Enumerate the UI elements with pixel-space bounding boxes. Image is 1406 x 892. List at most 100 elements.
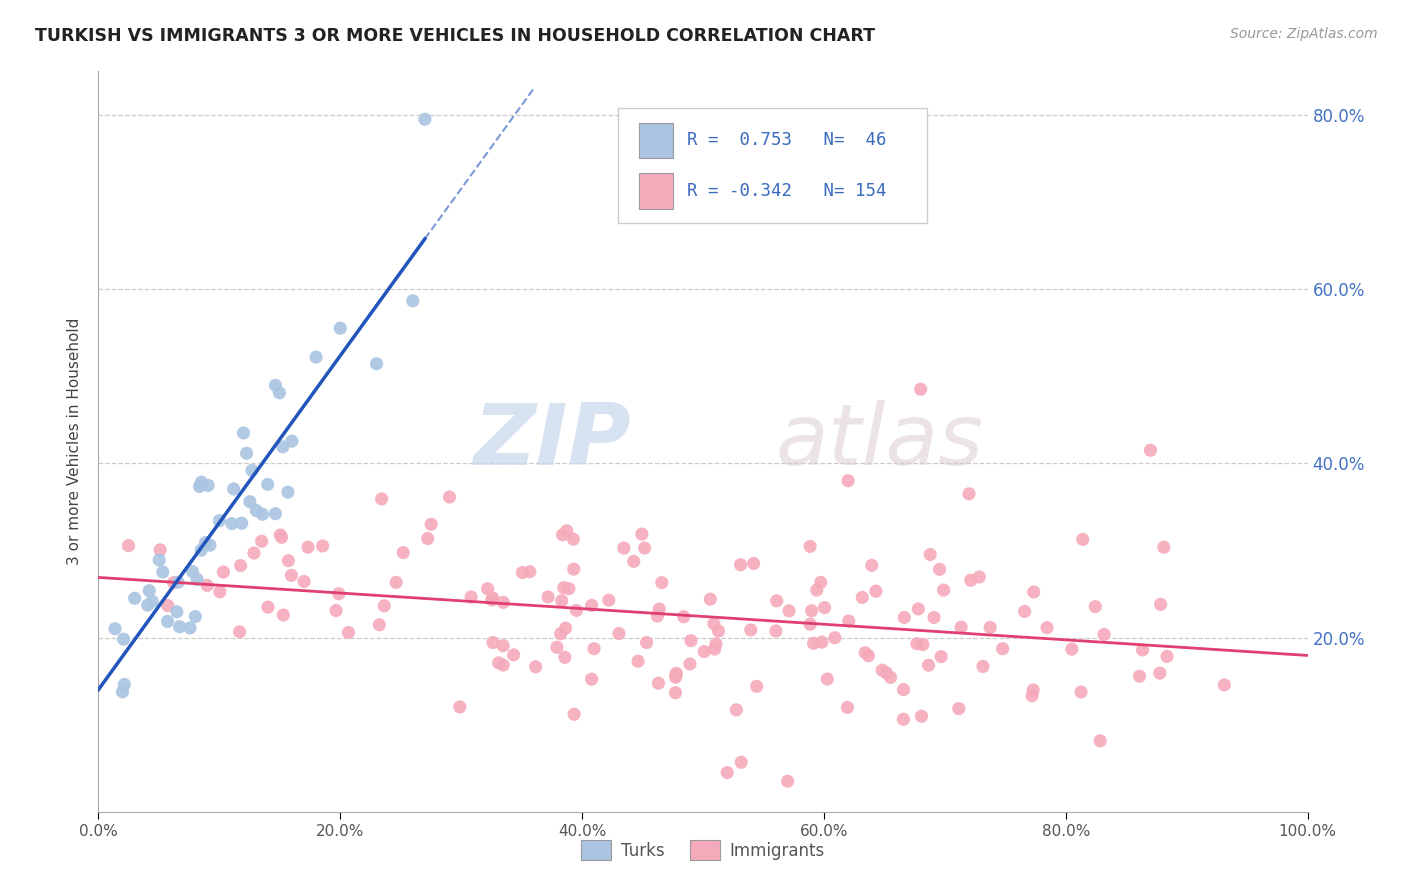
Point — [264, 378, 287, 392]
Point — [277, 485, 299, 500]
Point — [420, 517, 443, 532]
Point — [413, 112, 436, 127]
Point — [679, 633, 702, 648]
Point — [270, 530, 292, 544]
Point — [920, 548, 942, 562]
Point — [1021, 689, 1043, 703]
Y-axis label: 3 or more Vehicles in Household: 3 or more Vehicles in Household — [67, 318, 83, 566]
Point — [707, 624, 730, 638]
Point — [104, 622, 127, 636]
Point — [311, 539, 333, 553]
Point — [385, 575, 408, 590]
Point — [742, 557, 765, 571]
Point — [565, 603, 588, 617]
Point — [477, 582, 499, 596]
Point — [305, 350, 328, 364]
Point — [765, 624, 787, 638]
Point — [1036, 621, 1059, 635]
Point — [250, 534, 273, 549]
Point — [648, 602, 671, 616]
Point — [651, 575, 673, 590]
Point — [222, 482, 245, 496]
Point — [292, 574, 315, 589]
Point — [184, 609, 207, 624]
Point — [1213, 678, 1236, 692]
Point — [837, 700, 859, 714]
Point — [481, 591, 503, 605]
Point — [799, 540, 821, 554]
Point — [235, 446, 257, 460]
Point — [1139, 443, 1161, 458]
Point — [562, 532, 585, 546]
Point — [124, 591, 146, 606]
Point — [679, 657, 702, 671]
Point — [911, 638, 934, 652]
Point — [1129, 669, 1152, 683]
Point — [607, 626, 630, 640]
Point — [264, 507, 287, 521]
Point — [1132, 643, 1154, 657]
Point — [243, 546, 266, 560]
Point — [392, 546, 415, 560]
Point — [229, 558, 252, 573]
Point — [1088, 734, 1111, 748]
Point — [188, 479, 211, 493]
Point — [665, 666, 688, 681]
Point — [117, 539, 139, 553]
Point — [1070, 685, 1092, 699]
Point — [704, 637, 727, 651]
Point — [439, 490, 461, 504]
Point — [167, 575, 190, 590]
Point — [562, 562, 585, 576]
Point — [329, 321, 352, 335]
Point — [730, 558, 752, 572]
Point — [136, 598, 159, 612]
Point — [875, 666, 897, 681]
Point — [665, 670, 688, 684]
Point — [1092, 627, 1115, 641]
Point — [893, 610, 915, 624]
Point — [581, 599, 603, 613]
Point — [837, 474, 859, 488]
Point — [1022, 683, 1045, 698]
Point — [1149, 598, 1171, 612]
Point — [481, 593, 503, 607]
Point — [664, 686, 686, 700]
Point — [922, 610, 945, 624]
Point — [269, 385, 291, 400]
Point — [554, 621, 576, 635]
Text: R =  0.753   N=  46: R = 0.753 N= 46 — [688, 131, 887, 150]
Point — [325, 603, 347, 617]
Point — [959, 573, 981, 587]
Point — [745, 679, 768, 693]
Point — [1022, 585, 1045, 599]
Point — [627, 654, 650, 668]
Point — [803, 636, 825, 650]
Point — [138, 583, 160, 598]
Point — [370, 491, 392, 506]
Point — [623, 554, 645, 568]
Point — [257, 600, 280, 615]
Text: R = -0.342   N= 154: R = -0.342 N= 154 — [688, 182, 887, 200]
Point — [328, 587, 350, 601]
Point — [636, 635, 658, 649]
Point — [905, 637, 928, 651]
Point — [537, 590, 560, 604]
Point — [870, 663, 893, 677]
Point — [460, 590, 482, 604]
Point — [179, 621, 201, 635]
Point — [194, 535, 217, 549]
Point — [551, 528, 574, 542]
Point — [512, 566, 534, 580]
Point — [553, 581, 575, 595]
Point — [1149, 666, 1171, 681]
Point — [765, 594, 787, 608]
Point — [972, 659, 994, 673]
Point — [231, 516, 253, 531]
Point — [562, 707, 585, 722]
Bar — [638, 173, 673, 209]
Point — [111, 685, 134, 699]
Point — [373, 599, 395, 613]
Point — [907, 602, 929, 616]
Point — [141, 594, 163, 608]
